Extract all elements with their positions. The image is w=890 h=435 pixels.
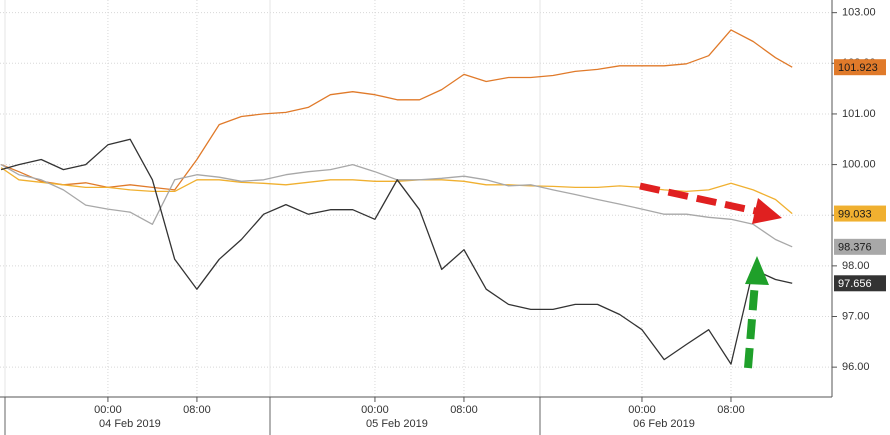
last-value-tag [834,205,886,222]
x-tick-label: 08:00 [183,404,211,416]
red-arrow [639,182,782,224]
arrow-head [752,198,782,224]
y-tick-label: 100.00 [842,158,876,170]
last-value-label: 97.656 [838,278,872,290]
series-line [0,29,793,191]
arrow-shaft [639,182,761,216]
series-line [0,138,793,365]
last-value-tag [834,275,886,292]
y-tick-label: 96.00 [842,361,870,373]
x-tick-label: 00:00 [628,404,656,416]
series-line [0,167,793,215]
lines [0,29,793,365]
green-arrow [744,256,769,369]
y-tick-label: 97.00 [842,310,870,322]
arrow-shaft [744,281,759,369]
last-value-label: 101.923 [838,62,878,74]
tags: 101.923 99.033 98.376 97.656 [834,59,886,292]
x-tick-label: 08:00 [450,404,478,416]
y-tick-label: 98.00 [842,260,870,272]
x-tick-label: 08:00 [717,404,745,416]
last-value-label: 99.033 [838,208,872,220]
date-label: 04 Feb 2019 [99,418,161,430]
last-value-label: 98.376 [838,242,872,254]
date-label: 05 Feb 2019 [366,418,428,430]
x-tick-label: 00:00 [361,404,389,416]
last-value-tag [834,238,886,255]
y-tick-label: 101.00 [842,108,876,120]
y-tick-label: 103.00 [842,7,876,19]
last-value-tag [834,59,886,76]
x-tick-label: 00:00 [94,404,122,416]
date-label: 06 Feb 2019 [633,418,695,430]
arrow-head [745,256,769,285]
